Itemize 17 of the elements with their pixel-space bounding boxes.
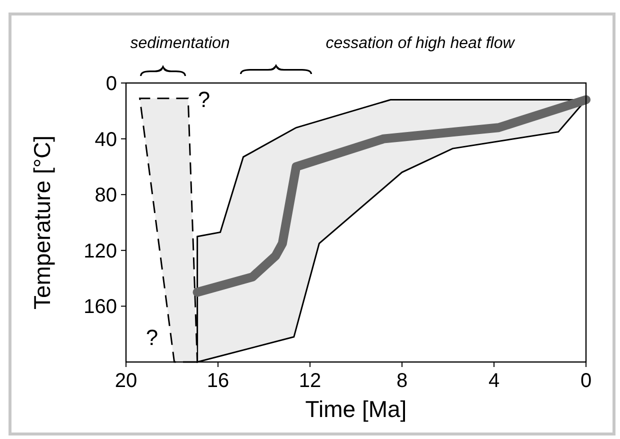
y-tick-label: 40 xyxy=(94,128,117,151)
text: sedimentation xyxy=(130,35,230,52)
y-tick-label: 160 xyxy=(84,296,117,318)
x-tick-label: 20 xyxy=(114,370,138,392)
annotation: ? xyxy=(198,87,210,112)
y-tick-label: 80 xyxy=(94,184,117,207)
x-tick-label: 12 xyxy=(298,370,322,392)
y-tick-label: 120 xyxy=(84,240,117,262)
text: cessation of high heat flow xyxy=(326,35,516,52)
y-tick-label: 0 xyxy=(106,73,117,95)
annotation: ? xyxy=(146,325,158,350)
y-axis-title: Temperature [°C] xyxy=(29,135,55,310)
x-tick-label: 0 xyxy=(580,370,592,392)
x-tick-label: 8 xyxy=(396,370,408,392)
x-axis-title: Time [Ma] xyxy=(305,396,407,422)
x-tick-label: 4 xyxy=(488,370,500,392)
x-tick-label: 16 xyxy=(206,370,230,392)
